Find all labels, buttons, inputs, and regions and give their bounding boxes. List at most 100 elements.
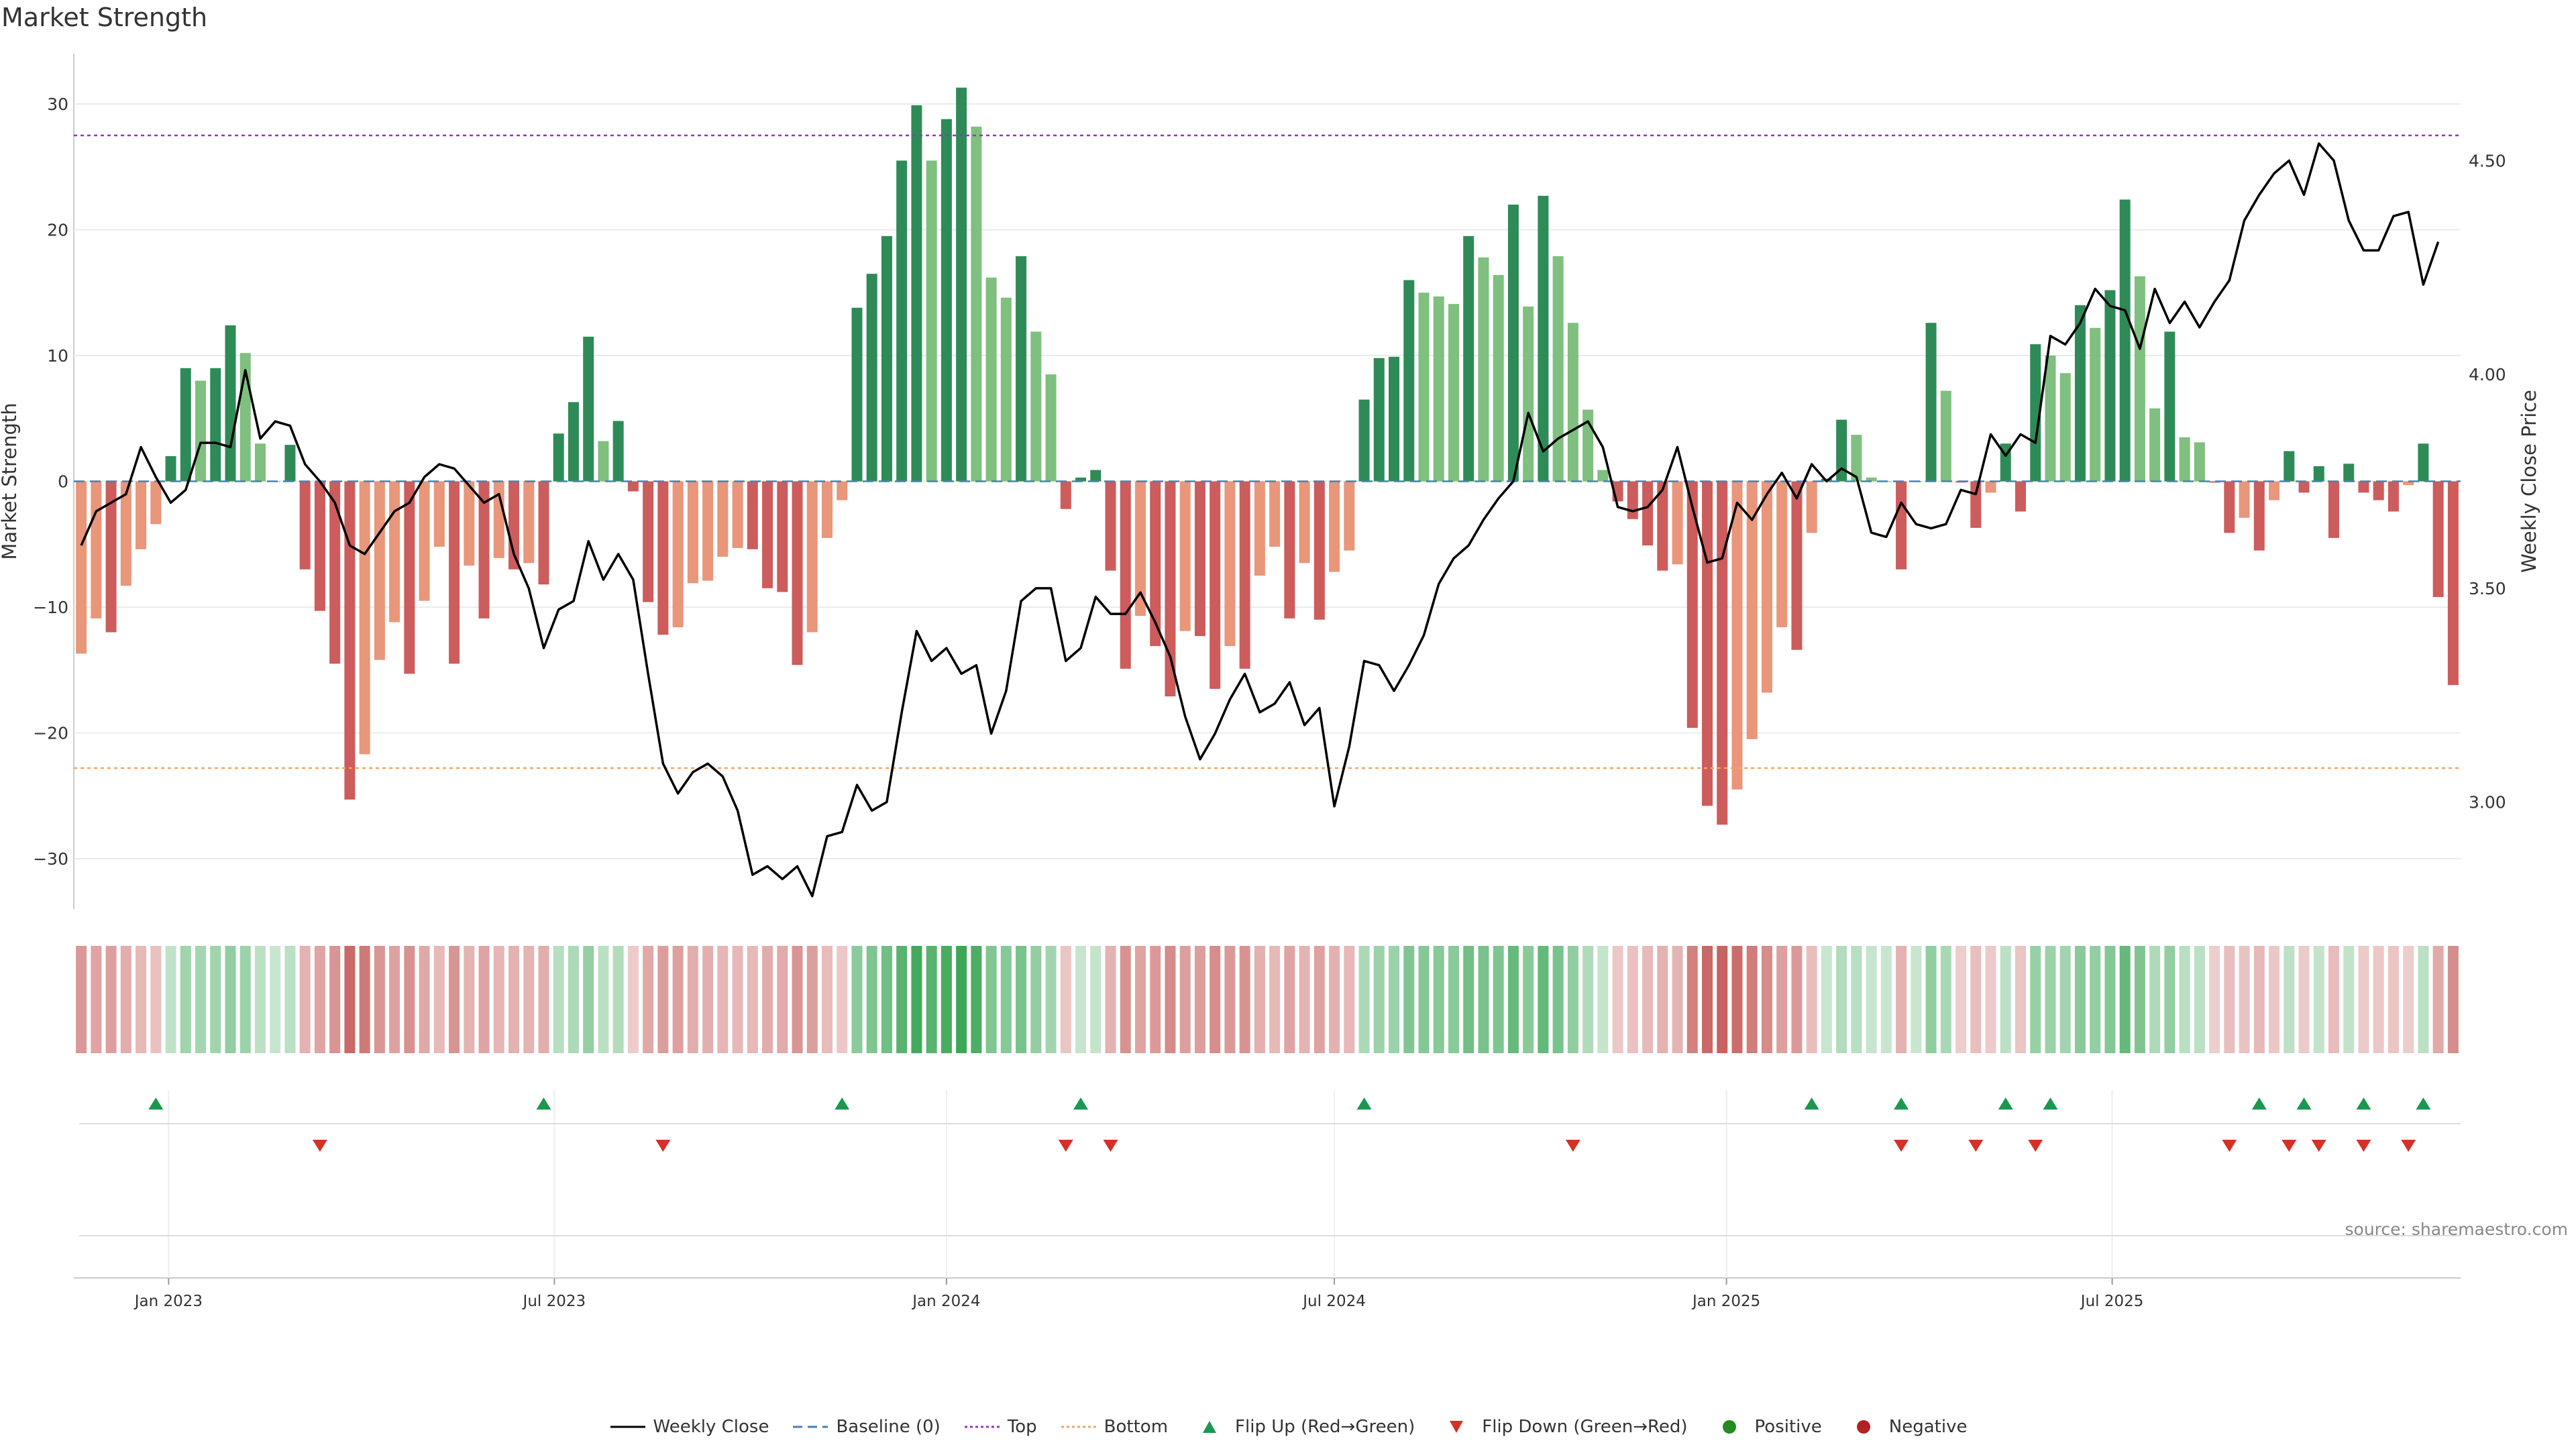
strength-bar bbox=[284, 445, 296, 482]
heat-cell bbox=[643, 946, 654, 1053]
heat-cell bbox=[821, 946, 833, 1053]
strength-bar bbox=[180, 368, 191, 482]
strength-bar bbox=[419, 481, 430, 601]
heat-cell bbox=[837, 946, 848, 1053]
heat-cell bbox=[1418, 946, 1430, 1053]
strength-bar bbox=[195, 380, 207, 482]
strength-bar bbox=[612, 421, 624, 482]
strength-bar bbox=[2313, 466, 2324, 482]
strength-bar bbox=[1746, 481, 1758, 739]
heat-cell bbox=[1448, 946, 1459, 1053]
heat-cell bbox=[1313, 946, 1325, 1053]
heat-cell bbox=[1552, 946, 1564, 1053]
heat-cell bbox=[1851, 946, 1862, 1053]
strength-bar bbox=[971, 126, 982, 482]
heat-cell bbox=[1970, 946, 1982, 1053]
strength-bar bbox=[299, 481, 311, 570]
strength-bar bbox=[225, 325, 236, 482]
strength-bar bbox=[2298, 481, 2310, 493]
heat-cell bbox=[374, 946, 385, 1053]
heat-cell bbox=[523, 946, 535, 1053]
strength-bar bbox=[1239, 481, 1250, 669]
heat-cell bbox=[1060, 946, 1071, 1053]
strength-bar bbox=[1179, 481, 1191, 631]
flip-down-marker bbox=[2282, 1140, 2297, 1152]
legend-label: Positive bbox=[1754, 1417, 1822, 1437]
legend-symbol-icon bbox=[1450, 1421, 1464, 1433]
strength-bar bbox=[1060, 481, 1071, 509]
strength-bar bbox=[837, 481, 848, 500]
flip-down-marker bbox=[2222, 1140, 2237, 1152]
heat-cell bbox=[971, 946, 982, 1053]
heat-cell bbox=[344, 946, 356, 1053]
x-tick-label: Jan 2025 bbox=[1691, 1293, 1760, 1310]
strength-bar bbox=[1344, 481, 1355, 551]
heat-cell bbox=[1075, 946, 1087, 1053]
legend-item: Weekly Close bbox=[609, 1417, 769, 1437]
heat-cell bbox=[165, 946, 176, 1053]
y-tick-label: 10 bbox=[47, 346, 68, 366]
heat-cell bbox=[2403, 946, 2414, 1053]
strength-bar bbox=[1463, 235, 1474, 482]
heat-cell bbox=[1165, 946, 1176, 1053]
heat-cell bbox=[851, 946, 863, 1053]
heat-cell bbox=[1866, 946, 1877, 1053]
strength-bar bbox=[1284, 481, 1295, 619]
heat-cell bbox=[2269, 946, 2280, 1053]
legend-symbol-icon bbox=[610, 1426, 645, 1428]
flip-down-marker bbox=[312, 1140, 327, 1152]
strength-bar bbox=[329, 481, 341, 664]
y-tick-label: 20 bbox=[47, 221, 68, 240]
heat-cell bbox=[747, 946, 758, 1053]
heat-cell bbox=[1344, 946, 1355, 1053]
strength-bar bbox=[702, 481, 714, 581]
x-tick-label: Jul 2023 bbox=[522, 1293, 586, 1310]
heat-cell bbox=[464, 946, 475, 1053]
heat-cell bbox=[1911, 946, 1922, 1053]
legend-item: Bottom bbox=[1060, 1417, 1168, 1437]
heat-cell bbox=[270, 946, 281, 1053]
heat-cell bbox=[568, 946, 579, 1053]
legend-symbol-icon bbox=[1856, 1420, 1870, 1434]
flip-up-marker bbox=[2043, 1097, 2058, 1110]
strength-bar bbox=[120, 481, 131, 586]
legend-label: Negative bbox=[1888, 1417, 1968, 1437]
heat-cell bbox=[1940, 946, 1951, 1053]
strength-bar bbox=[2030, 344, 2041, 482]
heat-cell bbox=[2194, 946, 2205, 1053]
flip-up-marker bbox=[1356, 1097, 1372, 1110]
strength-bar bbox=[2149, 408, 2161, 482]
strength-bar bbox=[1851, 435, 1862, 482]
flip-up-marker bbox=[1998, 1097, 2013, 1110]
strength-bar bbox=[657, 481, 669, 635]
strength-bar bbox=[478, 481, 490, 619]
heat-cell bbox=[225, 946, 236, 1053]
strength-bar bbox=[1717, 481, 1728, 825]
strength-bar bbox=[404, 481, 415, 674]
heat-cell bbox=[1150, 946, 1161, 1053]
strength-bar bbox=[2373, 481, 2384, 500]
flip-down-marker bbox=[2356, 1140, 2371, 1152]
strength-bar bbox=[1985, 481, 1996, 493]
strength-bar bbox=[1493, 275, 1504, 482]
strength-bar bbox=[2284, 451, 2295, 482]
heat-cell bbox=[2149, 946, 2161, 1053]
heat-cell bbox=[1642, 946, 1654, 1053]
heat-cell bbox=[2209, 946, 2220, 1053]
legend-symbol-icon bbox=[964, 1426, 1000, 1428]
strength-bar bbox=[1776, 481, 1788, 627]
flip-up-marker bbox=[1894, 1097, 1909, 1110]
heat-cell bbox=[2179, 946, 2190, 1053]
legend-label: Bottom bbox=[1104, 1417, 1169, 1437]
heat-cell bbox=[1210, 946, 1221, 1053]
heat-cell bbox=[508, 946, 520, 1053]
strength-bar bbox=[643, 481, 654, 602]
legend-item: Flip Up (Red→Green) bbox=[1191, 1417, 1415, 1437]
heat-cell bbox=[2045, 946, 2056, 1053]
heat-cell bbox=[1702, 946, 1713, 1053]
strength-bar bbox=[1836, 419, 1847, 482]
heat-cell bbox=[2015, 946, 2026, 1053]
strength-bar bbox=[2239, 481, 2250, 518]
strength-bar bbox=[2119, 199, 2131, 482]
strength-bar bbox=[1134, 481, 1146, 616]
